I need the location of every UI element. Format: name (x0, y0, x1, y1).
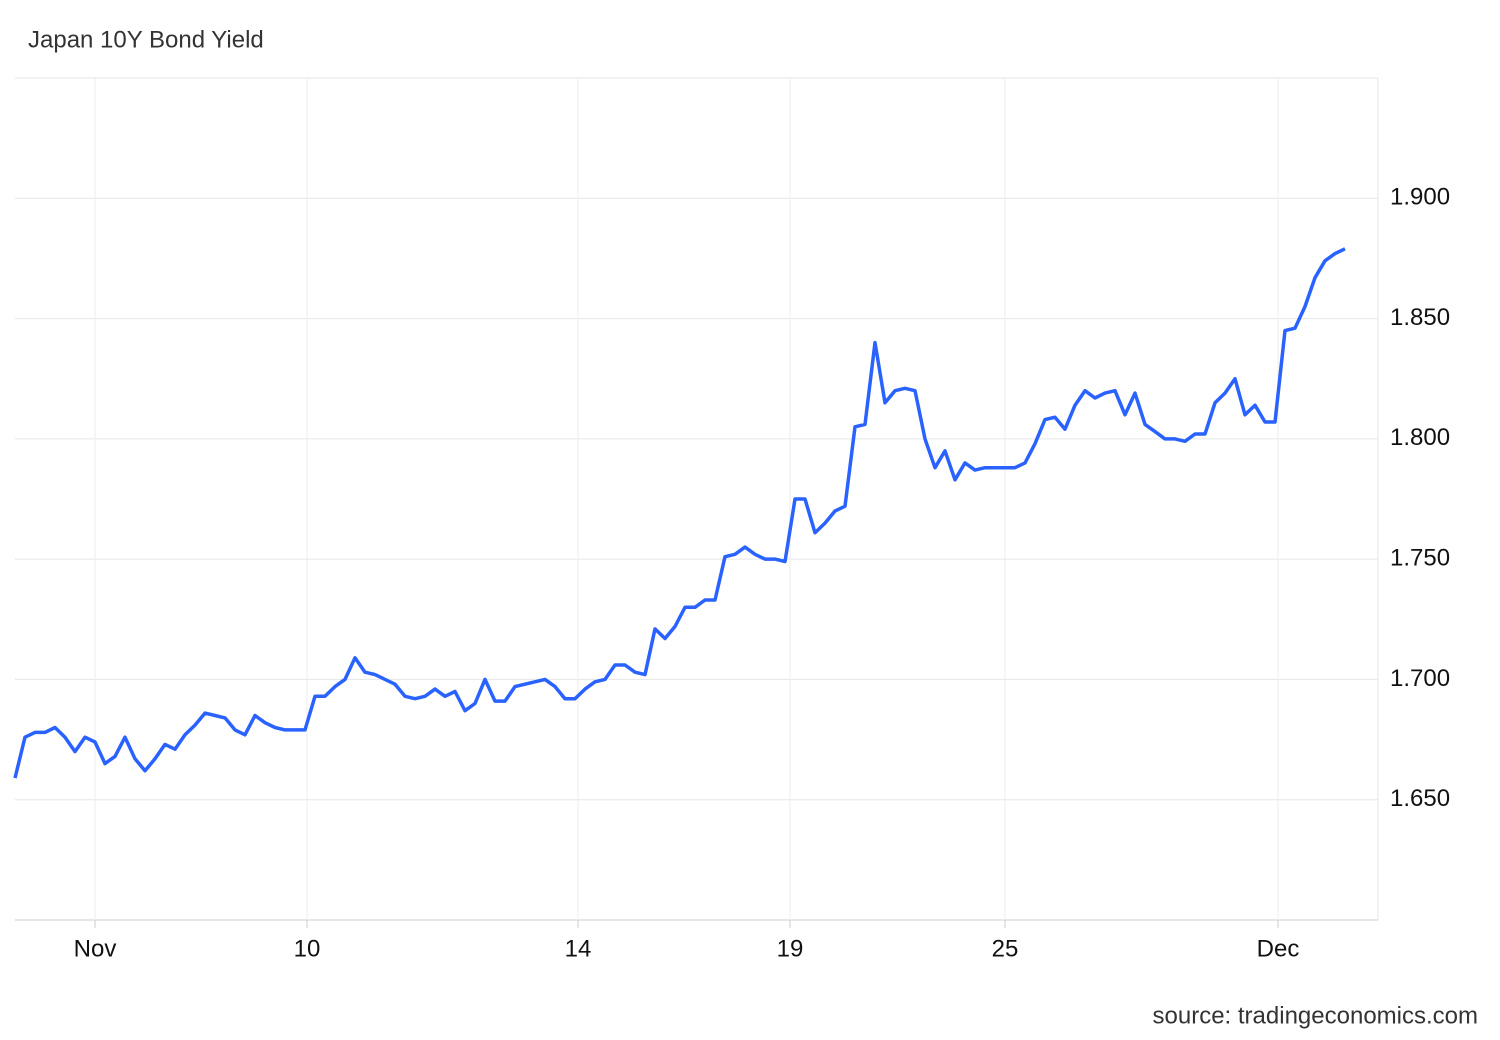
y-tick-label: 1.750 (1390, 544, 1450, 571)
y-tick-label: 1.850 (1390, 304, 1450, 331)
x-tick-label: Nov (74, 935, 117, 962)
x-tick-label: 19 (777, 935, 804, 962)
x-tick-label: 14 (565, 935, 592, 962)
y-tick-label: 1.650 (1390, 785, 1450, 812)
line-series (13, 247, 1346, 779)
y-tick-label: 1.900 (1390, 184, 1450, 211)
y-tick-label: 1.700 (1390, 665, 1450, 692)
chart-title: Japan 10Y Bond Yield (28, 26, 264, 53)
source: source: tradingeconomics.com (1153, 1002, 1478, 1029)
x-tick-label: Dec (1257, 935, 1300, 962)
y-tick-label: 1.800 (1390, 424, 1450, 451)
x-tick-label: 25 (992, 935, 1019, 962)
x-tick-label: 10 (294, 935, 321, 962)
